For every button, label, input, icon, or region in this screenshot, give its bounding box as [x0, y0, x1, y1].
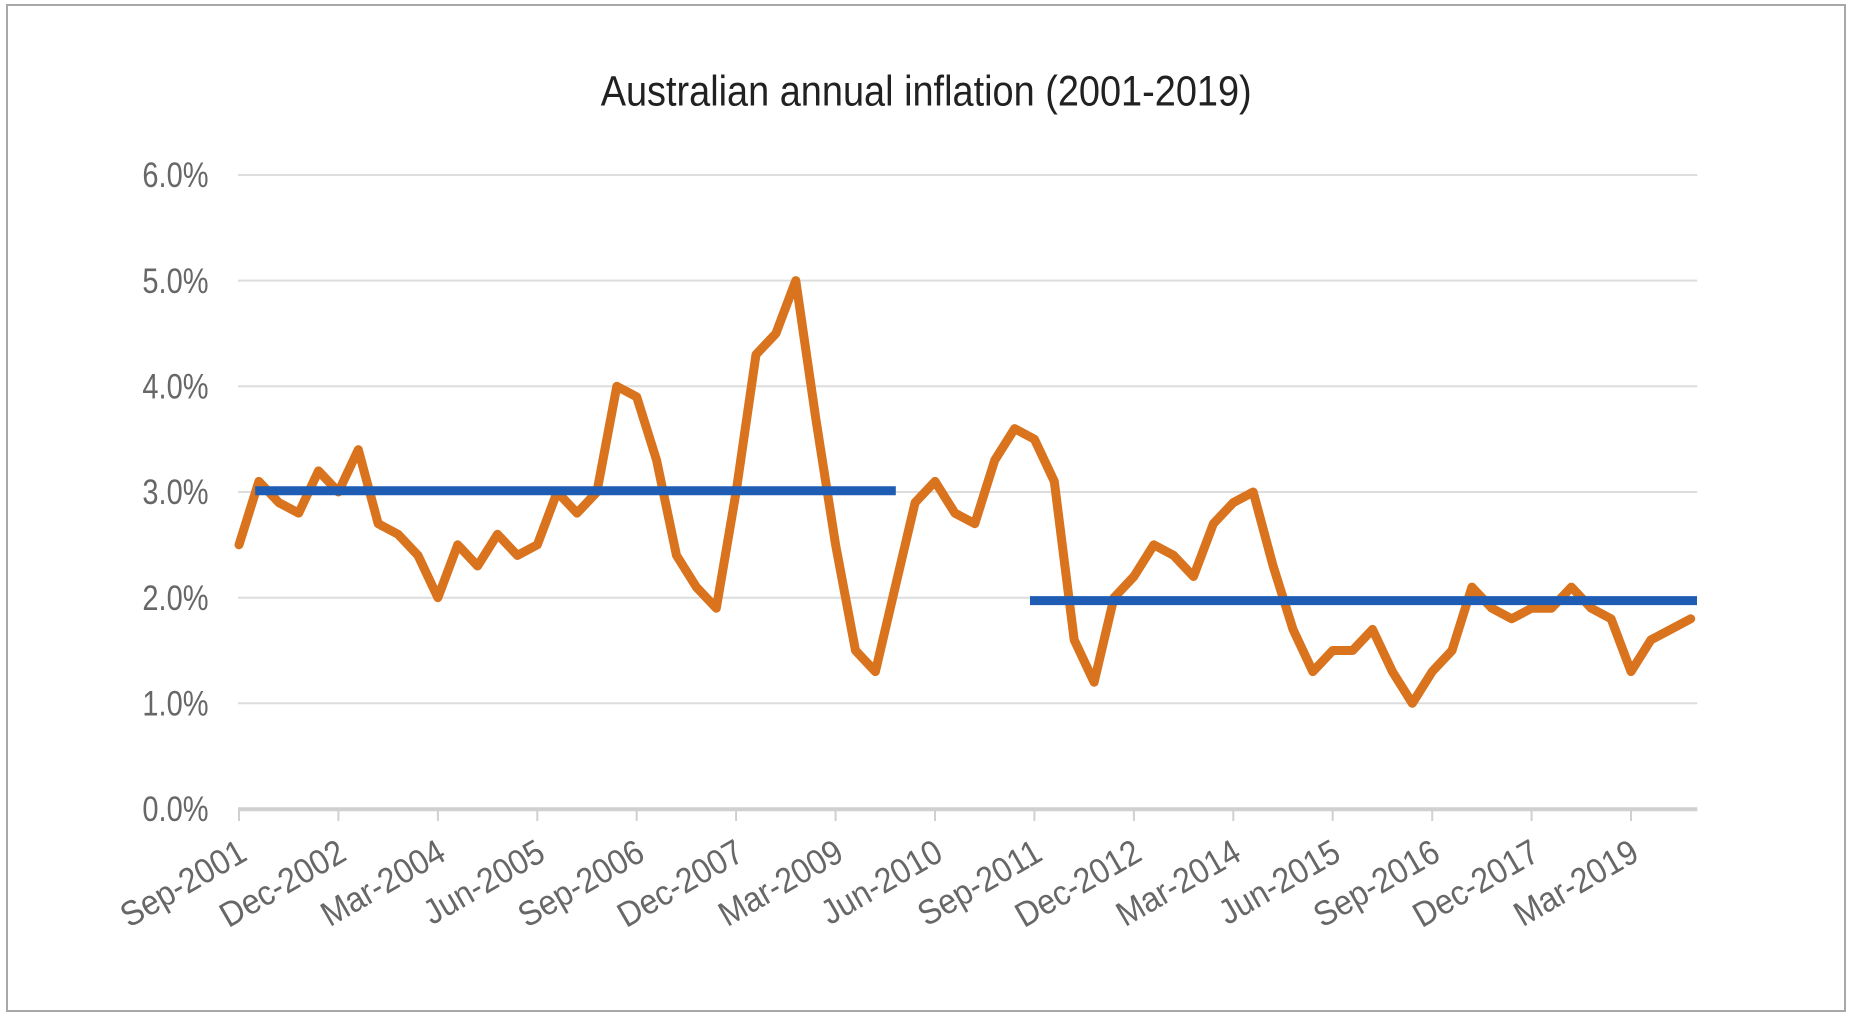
svg-text:1.0%: 1.0% — [142, 684, 208, 723]
svg-text:Australian annual inflation (2: Australian annual inflation (2001-2019) — [601, 67, 1252, 115]
svg-text:2.0%: 2.0% — [142, 579, 208, 618]
svg-text:6.0%: 6.0% — [142, 156, 208, 195]
svg-text:5.0%: 5.0% — [142, 262, 208, 301]
svg-text:0.0%: 0.0% — [142, 790, 208, 829]
svg-text:3.0%: 3.0% — [142, 473, 208, 512]
svg-text:4.0%: 4.0% — [142, 367, 208, 406]
